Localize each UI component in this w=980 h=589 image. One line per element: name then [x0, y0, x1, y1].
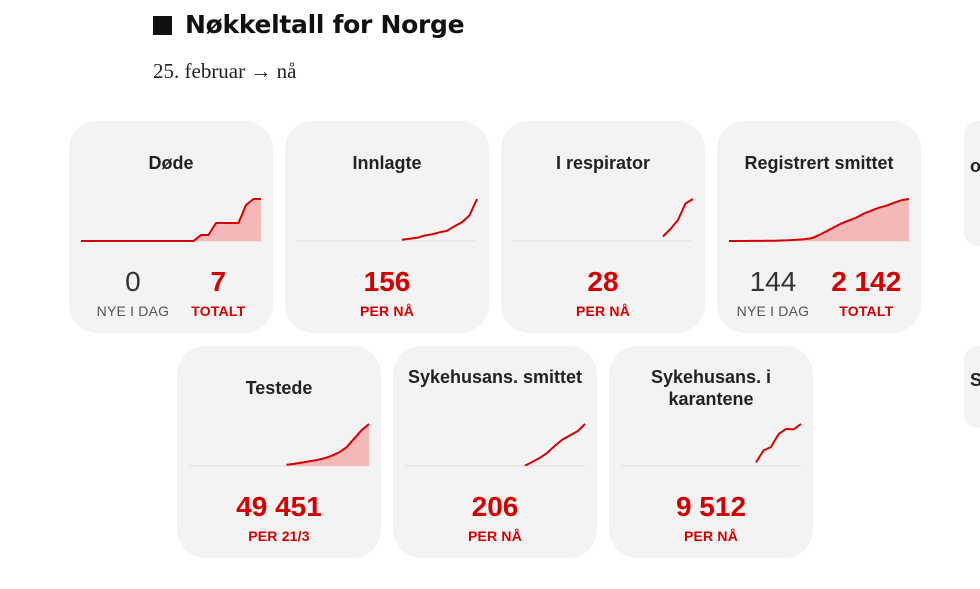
stat-label: PER NÅ	[359, 303, 415, 319]
stat-value: 2 142	[831, 266, 902, 297]
card-title: Døde	[148, 153, 194, 173]
partial-card-title: S	[970, 370, 980, 390]
stat-label: TOTALT	[191, 303, 246, 319]
stat-value: 156	[363, 266, 411, 297]
card-title: Sykehusans. smittet	[407, 367, 583, 387]
card-stats: 49 451 PER 21/3	[177, 491, 381, 545]
partial-card-right-top[interactable]: or	[964, 121, 980, 246]
card-stats: 28 PER NÅ	[501, 266, 705, 320]
chart-line	[729, 198, 910, 242]
chart-line	[662, 198, 694, 238]
chart-line	[81, 198, 261, 242]
trend-chart	[729, 198, 910, 242]
trend-chart	[405, 423, 586, 467]
card-i-respirator[interactable]: I respirator 28 PER NÅ	[501, 121, 705, 333]
card-registrert-smittet[interactable]: Registrert smittet 144 NYE I DAG 2 142 TOTA…	[717, 121, 921, 333]
stat-block: 7 TOTALT	[191, 266, 246, 320]
stat-label: PER NÅ	[467, 528, 523, 544]
trend-chart	[189, 423, 370, 467]
page-title: Nøkkeltall for Norge	[185, 10, 465, 39]
card-stats: 0 NYE I DAG 7 TOTALT	[69, 266, 273, 320]
title-square-icon	[153, 16, 172, 35]
chart-area	[729, 199, 909, 241]
card-title: Innlagte	[352, 153, 422, 173]
card-sykehusans-smittet[interactable]: Sykehusans. smittet 206 PER NÅ	[393, 346, 597, 558]
stat-label: PER NÅ	[683, 528, 739, 544]
stat-value: 206	[471, 491, 519, 522]
stat-label: PER 21/3	[248, 528, 310, 544]
trend-chart	[81, 198, 261, 242]
stat-block: 206 PER NÅ	[467, 491, 523, 545]
stat-block: 28 PER NÅ	[575, 266, 631, 320]
card-testede[interactable]: Testede 49 451 PER 21/3	[177, 346, 381, 558]
chart-line	[524, 423, 586, 467]
card-sykehusans-karantene[interactable]: Sykehusans. i karantene 9 512 PER NÅ	[609, 346, 813, 558]
stat-label: PER NÅ	[575, 303, 631, 319]
stat-block: 9 512 PER NÅ	[675, 491, 747, 545]
partial-card-right-bottom[interactable]: S	[964, 346, 980, 428]
stat-value: 9 512	[675, 491, 747, 522]
stat-value: 144	[749, 266, 797, 297]
page-header: Nøkkeltall for Norge 25. februar → nå	[153, 10, 465, 84]
stat-value: 0	[125, 266, 141, 297]
card-dode[interactable]: Døde 0 NYE I DAG 7 TOTALT	[69, 121, 273, 333]
card-innlagte[interactable]: Innlagte 156 PER NÅ	[285, 121, 489, 333]
card-stats: 9 512 PER NÅ	[609, 491, 813, 545]
stat-block: 156 PER NÅ	[359, 266, 415, 320]
stat-label: TOTALT	[839, 303, 894, 319]
trend-chart	[513, 198, 694, 242]
stat-block: 144 NYE I DAG	[736, 266, 810, 320]
title-row: Nøkkeltall for Norge	[153, 10, 465, 39]
chart-line	[755, 423, 802, 464]
trend-chart	[297, 198, 478, 242]
card-stats: 206 PER NÅ	[393, 491, 597, 545]
chart-area	[81, 199, 261, 241]
card-title: Testede	[245, 378, 313, 398]
partial-card-title: or	[970, 156, 980, 176]
card-title: I respirator	[555, 153, 651, 173]
stat-value: 7	[210, 266, 227, 297]
stat-value: 49 451	[236, 491, 322, 522]
stat-label: NYE I DAG	[96, 303, 170, 319]
card-stats: 156 PER NÅ	[285, 266, 489, 320]
stat-block: 49 451 PER 21/3	[236, 491, 322, 545]
card-title: Registrert smittet	[744, 153, 894, 173]
stat-label: NYE I DAG	[736, 303, 810, 319]
stat-block: 2 142 TOTALT	[831, 266, 902, 320]
trend-chart	[621, 423, 802, 467]
stat-block: 0 NYE I DAG	[96, 266, 170, 320]
date-range: 25. februar → nå	[153, 59, 297, 83]
card-title: Sykehusans. i karantene	[650, 367, 772, 409]
chart-line	[286, 423, 370, 466]
card-stats: 144 NYE I DAG 2 142 TOTALT	[717, 266, 921, 320]
chart-line	[401, 198, 478, 241]
chart-area	[286, 424, 369, 466]
stat-value: 28	[587, 266, 619, 297]
